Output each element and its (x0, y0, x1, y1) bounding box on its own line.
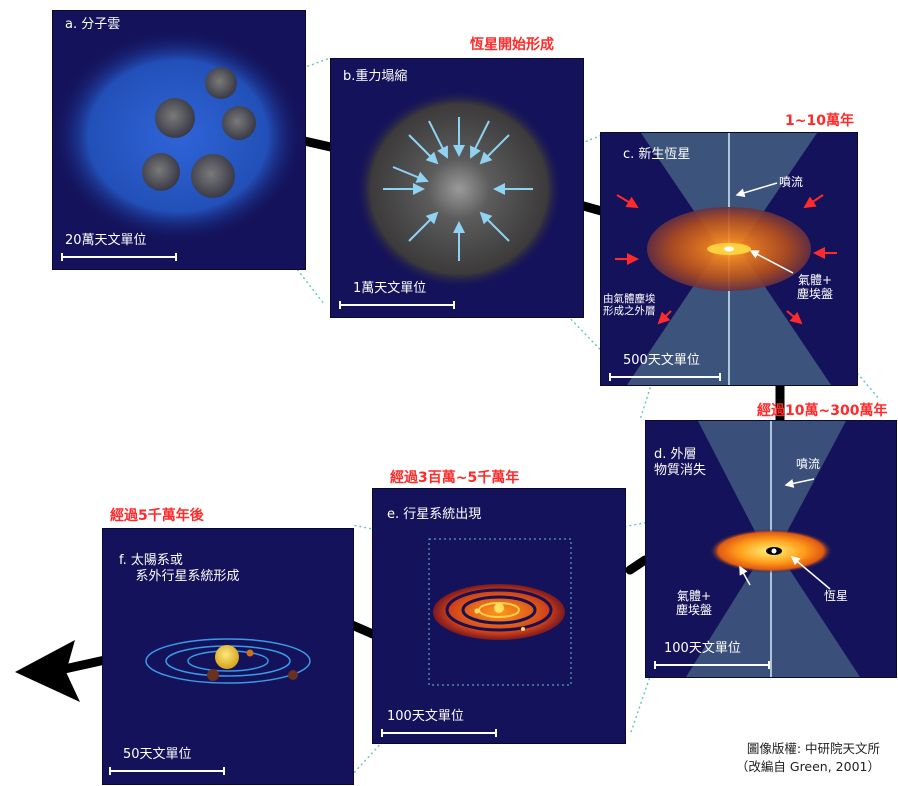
panel-f-title: f. 太陽系或 系外行星系統形成 (119, 553, 240, 584)
molecular-cloud-illustration (53, 28, 305, 244)
stage-label-d: 經過10萬~300萬年 (757, 403, 888, 419)
panel-d-scale-label: 100天文單位 (664, 641, 741, 656)
image-credit: 圖像版權: 中研院天文所 （改編自 Green, 2001） (735, 741, 880, 774)
panel-f-scale-bar (109, 767, 225, 775)
disk-star-illustration (686, 421, 860, 677)
panel-c-protostar: c. 新生恆星 噴流 氣體+ 塵埃盤 由氣體塵埃 形成之外層 500天文單位 (600, 132, 858, 386)
panel-f-solar-system-formed: f. 太陽系或 系外行星系統形成 50天文單位 (102, 528, 354, 785)
panel-c-scale-label: 500天文單位 (623, 353, 700, 368)
stage-label-f: 經過5千萬年後 (110, 508, 204, 524)
stage-label-c: 1~10萬年 (785, 113, 854, 129)
protostar-illustration (615, 133, 837, 385)
panel-f-scale-label: 50天文單位 (123, 747, 192, 762)
panel-c-disk-label: 氣體+ 塵埃盤 (797, 273, 834, 301)
panel-d-star-label: 恆星 (824, 589, 849, 603)
panel-c-scale-bar (609, 373, 721, 381)
panel-c-envelope-label: 由氣體塵埃 形成之外層 (603, 293, 656, 317)
flow-arrowhead (15, 640, 80, 702)
collapse-illustration (355, 89, 563, 289)
panel-e-scale-bar (381, 729, 497, 737)
panel-d-envelope-dissipates: d. 外層 物質消失 噴流 氣體+ 塵埃盤 恆星 100天文單位 (645, 420, 897, 678)
panel-e-title: e. 行星系統出現 (387, 507, 482, 522)
panel-b-scale-label: 1萬天文單位 (353, 281, 427, 296)
panel-e-planetary-system-emerges: e. 行星系統出現 100天文單位 (372, 488, 626, 744)
panel-d-title: d. 外層 物質消失 (654, 447, 707, 478)
panel-a-title: a. 分子雲 (65, 17, 121, 32)
planetary-disk-illustration (428, 538, 572, 686)
panel-a-molecular-cloud: a. 分子雲 20萬天文單位 (52, 10, 306, 270)
panel-b-gravitational-collapse: b.重力塌縮 1萬天文單位 (330, 58, 584, 318)
panel-c-jet-label: 噴流 (779, 175, 804, 189)
stage-label-e: 經過3百萬~5千萬年 (390, 470, 520, 486)
panel-d-jet-label: 噴流 (796, 457, 821, 471)
panel-a-scale-label: 20萬天文單位 (65, 233, 147, 248)
panel-a-scale-bar (61, 253, 177, 261)
panel-e-scale-label: 100天文單位 (387, 709, 464, 724)
panel-b-title: b.重力塌縮 (343, 69, 408, 84)
panel-c-title: c. 新生恆星 (623, 147, 691, 162)
stage-label-b: 恆星開始形成 (470, 37, 554, 53)
panel-d-scale-bar (654, 661, 770, 669)
solar-system-illustration (145, 638, 311, 684)
panel-b-scale-bar (339, 301, 455, 309)
flow-path (55, 135, 785, 675)
panel-d-disk-label: 氣體+ 塵埃盤 (676, 589, 713, 617)
